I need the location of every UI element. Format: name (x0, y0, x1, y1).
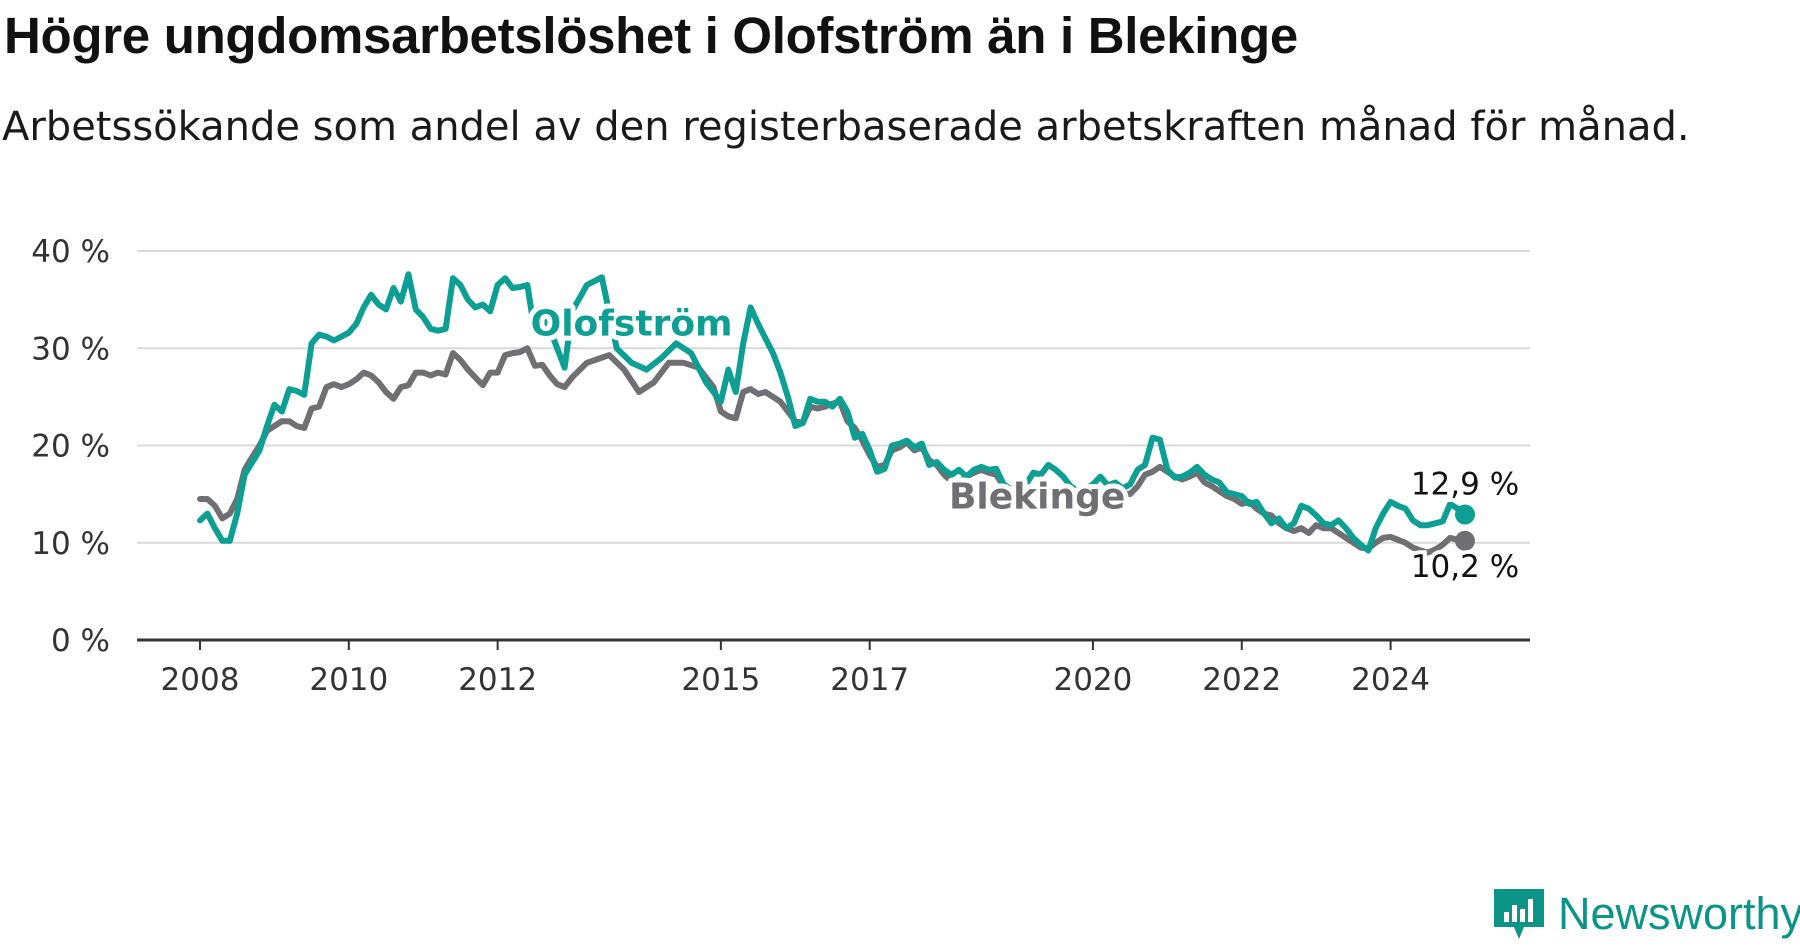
end-label-blekinge: 10,2 % (1411, 549, 1519, 585)
series-line-olofström (197, 271, 1468, 554)
chart-title: Högre ungdomsarbetslöshet i Olofström än… (4, 7, 1298, 64)
series-lines (197, 271, 1468, 556)
end-label-olofström: 12,9 % (1411, 467, 1519, 503)
newsworthy-brand: Newsworthy (1490, 885, 1800, 943)
x-tick-label: 2008 (161, 662, 240, 698)
end-dot-blekinge (1455, 530, 1475, 551)
end-dot-olofström (1455, 504, 1475, 525)
brand-name: Newsworthy (1558, 888, 1800, 939)
x-tick-label: 2015 (681, 662, 760, 698)
x-axis-ticks: 2008 2010 2012 2015 2017 2020 2022 2024 (161, 640, 1430, 698)
newsworthy-logo-icon (1494, 889, 1544, 939)
gridlines (137, 250, 1530, 544)
series-labels: Olofström Blekinge (526, 299, 1131, 523)
y-tick-label: 20 % (31, 429, 110, 465)
y-axis-ticks: 0 % 10 % 20 % 30 % 40 % (31, 234, 110, 659)
x-tick-label: 2010 (309, 662, 388, 698)
x-tick-label: 2012 (458, 662, 537, 698)
chart-subtitle: Arbetssökande som andel av den registerb… (2, 104, 1690, 150)
x-tick-label: 2020 (1053, 662, 1132, 698)
x-tick-label: 2017 (830, 662, 909, 698)
end-markers: 12,9 % 10,2 % (1407, 463, 1523, 589)
y-tick-label: 10 % (31, 526, 110, 562)
x-tick-label: 2024 (1351, 662, 1430, 698)
y-tick-label: 30 % (31, 331, 110, 367)
x-tick-label: 2022 (1202, 662, 1281, 698)
y-tick-label: 0 % (51, 623, 110, 659)
series-label-blekinge: Blekinge (949, 477, 1125, 518)
y-tick-label: 40 % (31, 234, 110, 270)
series-label-olofström: Olofström (531, 304, 733, 345)
